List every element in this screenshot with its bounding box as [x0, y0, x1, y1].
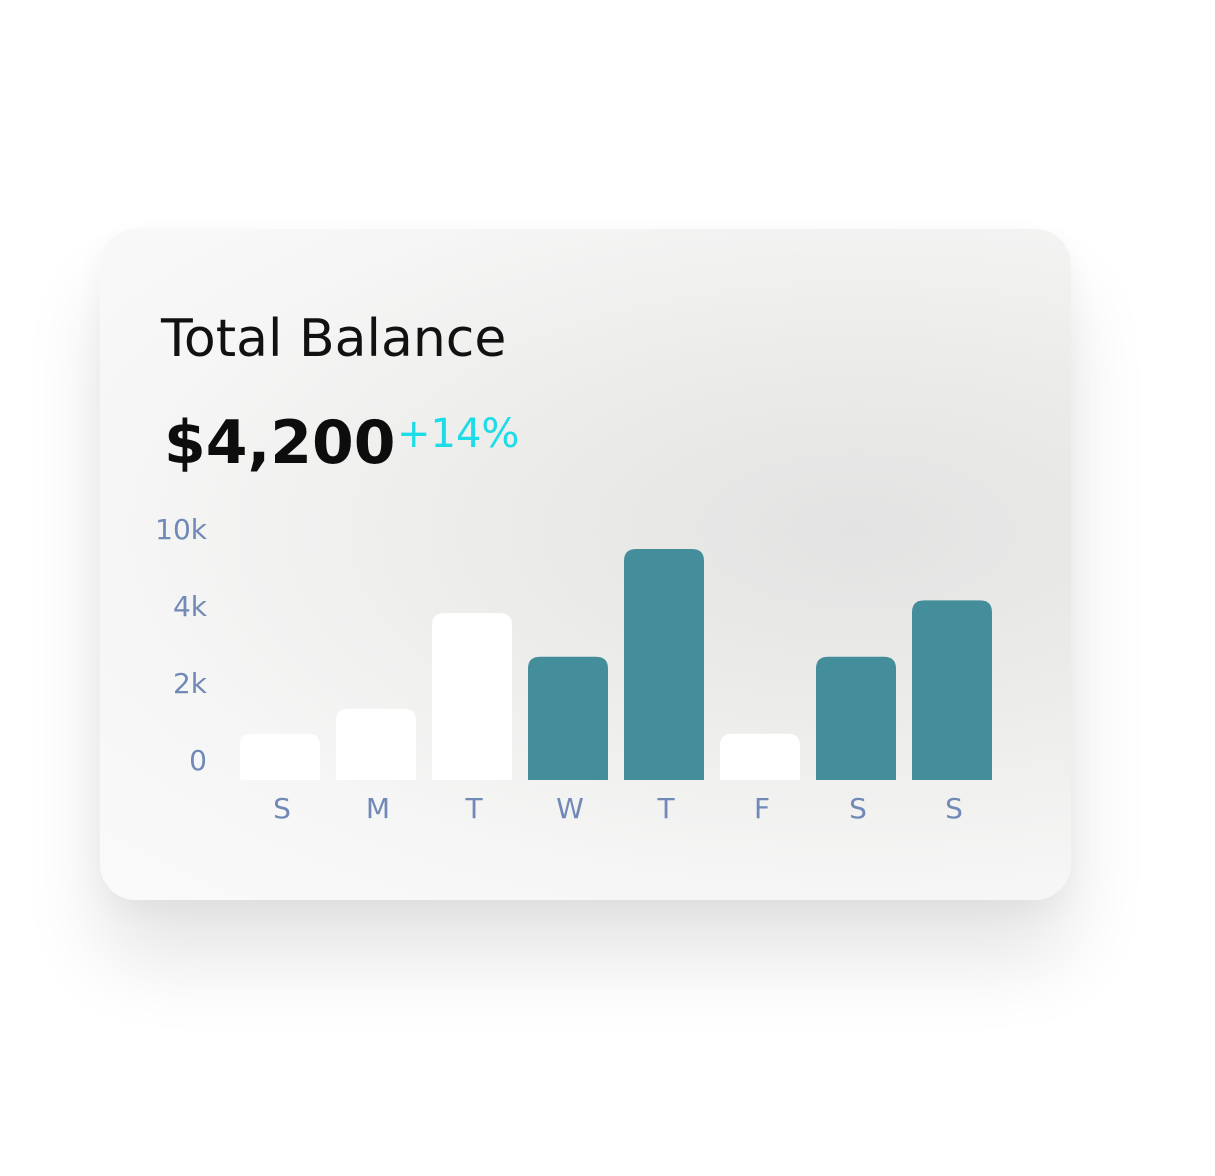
bar	[240, 733, 320, 780]
bar	[912, 600, 992, 780]
total-balance: $4,200	[164, 408, 396, 478]
x-tick-label: M	[366, 792, 390, 825]
bar	[816, 656, 896, 780]
bar	[528, 656, 608, 780]
card-title: Total Balance	[160, 309, 506, 369]
x-tick-label: S	[849, 792, 867, 825]
y-tick-label: 0	[189, 744, 207, 777]
bar	[624, 549, 704, 780]
bar	[336, 708, 416, 780]
y-tick-label: 4k	[173, 590, 208, 623]
x-tick-label: W	[556, 792, 584, 825]
x-tick-label: S	[945, 792, 963, 825]
y-tick-label: 10k	[155, 513, 208, 546]
bar	[432, 613, 512, 780]
y-tick-label: 2k	[173, 667, 208, 700]
bar	[720, 733, 800, 780]
x-tick-label: T	[464, 792, 483, 825]
x-tick-label: T	[656, 792, 675, 825]
balance-card	[100, 229, 1071, 900]
x-tick-label: S	[273, 792, 291, 825]
x-tick-label: F	[754, 792, 770, 825]
change-percent: +14%	[397, 411, 519, 457]
